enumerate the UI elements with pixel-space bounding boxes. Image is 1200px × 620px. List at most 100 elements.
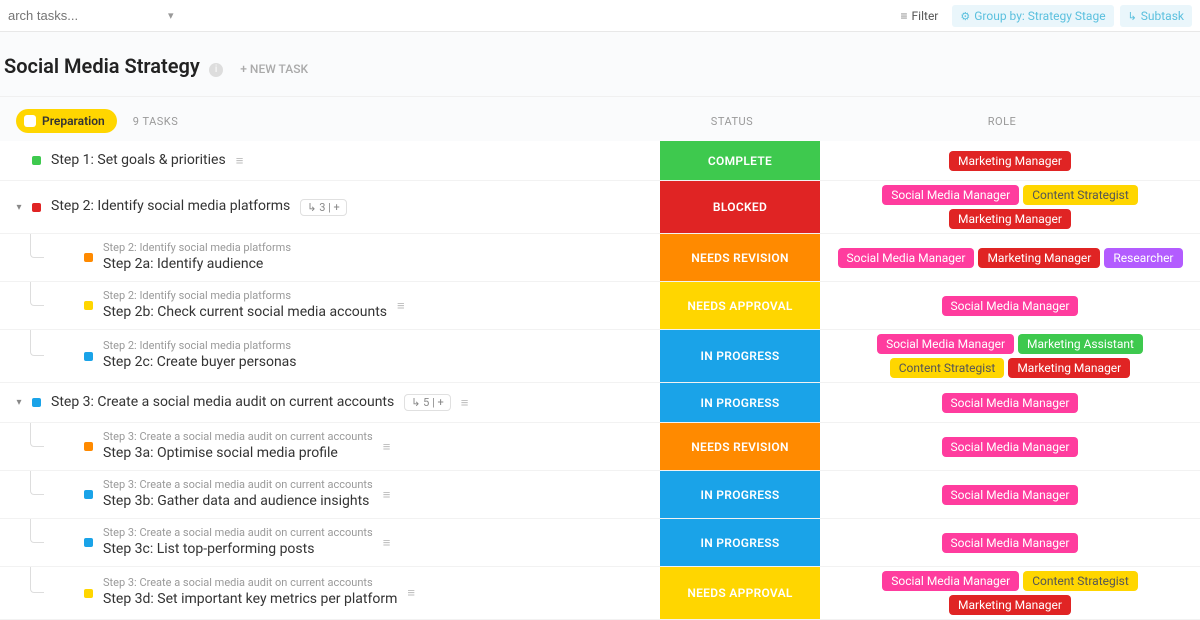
task-row[interactable]: Step 3: Create a social media audit on c… <box>0 471 1200 519</box>
role-pill[interactable]: Marketing Manager <box>1008 358 1130 378</box>
menu-icon[interactable]: ≡ <box>383 535 391 551</box>
status-square[interactable] <box>84 538 93 547</box>
status-cell[interactable]: NEEDS REVISION <box>660 234 820 281</box>
menu-icon[interactable]: ≡ <box>407 585 415 601</box>
status-square[interactable] <box>32 203 41 212</box>
role-pill[interactable]: Researcher <box>1104 248 1182 268</box>
role-pill[interactable]: Social Media Manager <box>882 571 1019 591</box>
role-cell: Social Media Manager <box>820 423 1200 470</box>
role-pill[interactable]: Social Media Manager <box>838 248 975 268</box>
role-pill[interactable]: Social Media Manager <box>877 334 1014 354</box>
task-row[interactable]: Step 2: Identify social media platformsS… <box>0 330 1200 383</box>
task-title[interactable]: Step 3a: Optimise social media profile <box>103 444 373 464</box>
status-square[interactable] <box>84 352 93 361</box>
status-cell[interactable]: COMPLETE <box>660 141 820 180</box>
task-title[interactable]: Step 3b: Gather data and audience insigh… <box>103 492 373 512</box>
task-title[interactable]: Step 2a: Identify audience <box>103 255 291 275</box>
role-cell: Social Media Manager <box>820 383 1200 422</box>
task-row[interactable]: ▾ Step 2: Identify social media platforms… <box>0 181 1200 234</box>
subtask-icon <box>1128 9 1137 23</box>
task-row-left: ▾ Step 2: Identify social media platforms… <box>0 181 660 233</box>
role-pill[interactable]: Social Media Manager <box>942 393 1079 413</box>
role-pill[interactable]: Social Media Manager <box>942 533 1079 553</box>
status-square[interactable] <box>32 398 41 407</box>
filter-button[interactable]: Filter <box>893 5 947 27</box>
menu-icon[interactable]: ≡ <box>383 439 391 455</box>
status-cell[interactable]: BLOCKED <box>660 181 820 233</box>
task-title[interactable]: Step 2c: Create buyer personas <box>103 353 297 373</box>
task-title[interactable]: Step 1: Set goals & priorities <box>51 151 226 171</box>
status-cell[interactable]: NEEDS APPROVAL <box>660 567 820 619</box>
status-cell[interactable]: IN PROGRESS <box>660 330 820 382</box>
role-pill[interactable]: Marketing Manager <box>949 595 1071 615</box>
menu-icon[interactable]: ≡ <box>397 298 405 314</box>
task-parent-label: Step 2: Identify social media platforms <box>103 289 387 303</box>
tree-connector <box>30 519 44 543</box>
task-row[interactable]: Step 3: Create a social media audit on c… <box>0 423 1200 471</box>
tree-connector <box>30 567 44 593</box>
role-pill[interactable]: Social Media Manager <box>942 437 1079 457</box>
role-cell: Social Media ManagerMarketing Assistant C… <box>820 330 1200 382</box>
role-pill[interactable]: Marketing Manager <box>949 151 1071 171</box>
status-cell[interactable]: IN PROGRESS <box>660 471 820 518</box>
task-title[interactable]: Step 2: Identify social media platforms <box>51 197 290 217</box>
task-title[interactable]: Step 3c: List top-performing posts <box>103 540 373 560</box>
status-square[interactable] <box>84 301 93 310</box>
task-parent-label: Step 3: Create a social media audit on c… <box>103 478 373 492</box>
task-row[interactable]: Step 2: Identify social media platformsS… <box>0 282 1200 330</box>
task-title[interactable]: Step 3: Create a social media audit on c… <box>51 393 394 413</box>
role-pill[interactable]: Social Media Manager <box>882 185 1019 205</box>
task-title[interactable]: Step 3d: Set important key metrics per p… <box>103 590 397 610</box>
role-cell: Social Media Manager <box>820 282 1200 329</box>
new-task-button[interactable]: + NEW TASK <box>240 62 308 76</box>
task-parent-label: Step 3: Create a social media audit on c… <box>103 576 397 590</box>
role-pill[interactable]: Marketing Assistant <box>1018 334 1143 354</box>
expander-icon[interactable]: ▾ <box>12 202 26 213</box>
role-pill[interactable]: Marketing Manager <box>978 248 1100 268</box>
status-square[interactable] <box>84 442 93 451</box>
role-pill[interactable]: Social Media Manager <box>942 485 1079 505</box>
subtask-button[interactable]: Subtask <box>1120 5 1192 27</box>
status-square[interactable] <box>84 589 93 598</box>
status-cell[interactable]: NEEDS APPROVAL <box>660 282 820 329</box>
task-parent-label: Step 3: Create a social media audit on c… <box>103 430 373 444</box>
chevron-down-icon[interactable]: ▾ <box>168 9 174 22</box>
task-row[interactable]: ▾ Step 3: Create a social media audit on … <box>0 383 1200 423</box>
task-row[interactable]: Step 1: Set goals & priorities ≡ COMPLETE M… <box>0 141 1200 181</box>
info-icon[interactable]: i <box>209 63 223 77</box>
groupby-button[interactable]: Group by: Strategy Stage <box>952 5 1113 27</box>
status-square[interactable] <box>84 490 93 499</box>
page-title: Social Media Strategy <box>4 54 200 78</box>
subtask-label: Subtask <box>1141 9 1184 23</box>
task-row-left: Step 3: Create a social media audit on c… <box>0 567 660 619</box>
group-pill[interactable]: Preparation <box>16 109 117 133</box>
subtask-count-badge[interactable]: ↳ 3 | + <box>300 199 347 216</box>
status-square[interactable] <box>32 156 41 165</box>
role-pill[interactable]: Marketing Manager <box>949 209 1071 229</box>
status-cell[interactable]: NEEDS REVISION <box>660 423 820 470</box>
status-cell[interactable]: IN PROGRESS <box>660 519 820 566</box>
tree-connector <box>30 471 44 495</box>
search-input[interactable] <box>8 8 128 23</box>
status-square[interactable] <box>84 253 93 262</box>
task-row[interactable]: Step 2: Identify social media platformsS… <box>0 234 1200 282</box>
subtask-count-badge[interactable]: ↳ 5 | + <box>404 394 451 411</box>
expander-icon[interactable]: ▾ <box>12 397 26 408</box>
role-pill[interactable]: Content Strategist <box>1023 571 1138 591</box>
task-row[interactable]: Step 3: Create a social media audit on c… <box>0 519 1200 567</box>
task-row[interactable]: Step 3: Create a social media audit on c… <box>0 567 1200 620</box>
filter-label: Filter <box>912 9 939 23</box>
page-header: Social Media Strategy i + NEW TASK <box>0 32 1200 97</box>
menu-icon[interactable]: ≡ <box>461 395 469 411</box>
status-cell[interactable]: IN PROGRESS <box>660 383 820 422</box>
menu-icon[interactable]: ≡ <box>236 153 244 169</box>
task-list: Step 1: Set goals & priorities ≡ COMPLETE M… <box>0 141 1200 620</box>
tree-connector <box>30 330 44 356</box>
role-cell: Social Media ManagerContent Strategist Ma… <box>820 567 1200 619</box>
column-head-role: ROLE <box>812 115 1192 128</box>
menu-icon[interactable]: ≡ <box>383 487 391 503</box>
role-pill[interactable]: Content Strategist <box>890 358 1005 378</box>
role-pill[interactable]: Social Media Manager <box>942 296 1079 316</box>
task-title[interactable]: Step 2b: Check current social media acco… <box>103 303 387 323</box>
role-pill[interactable]: Content Strategist <box>1023 185 1138 205</box>
